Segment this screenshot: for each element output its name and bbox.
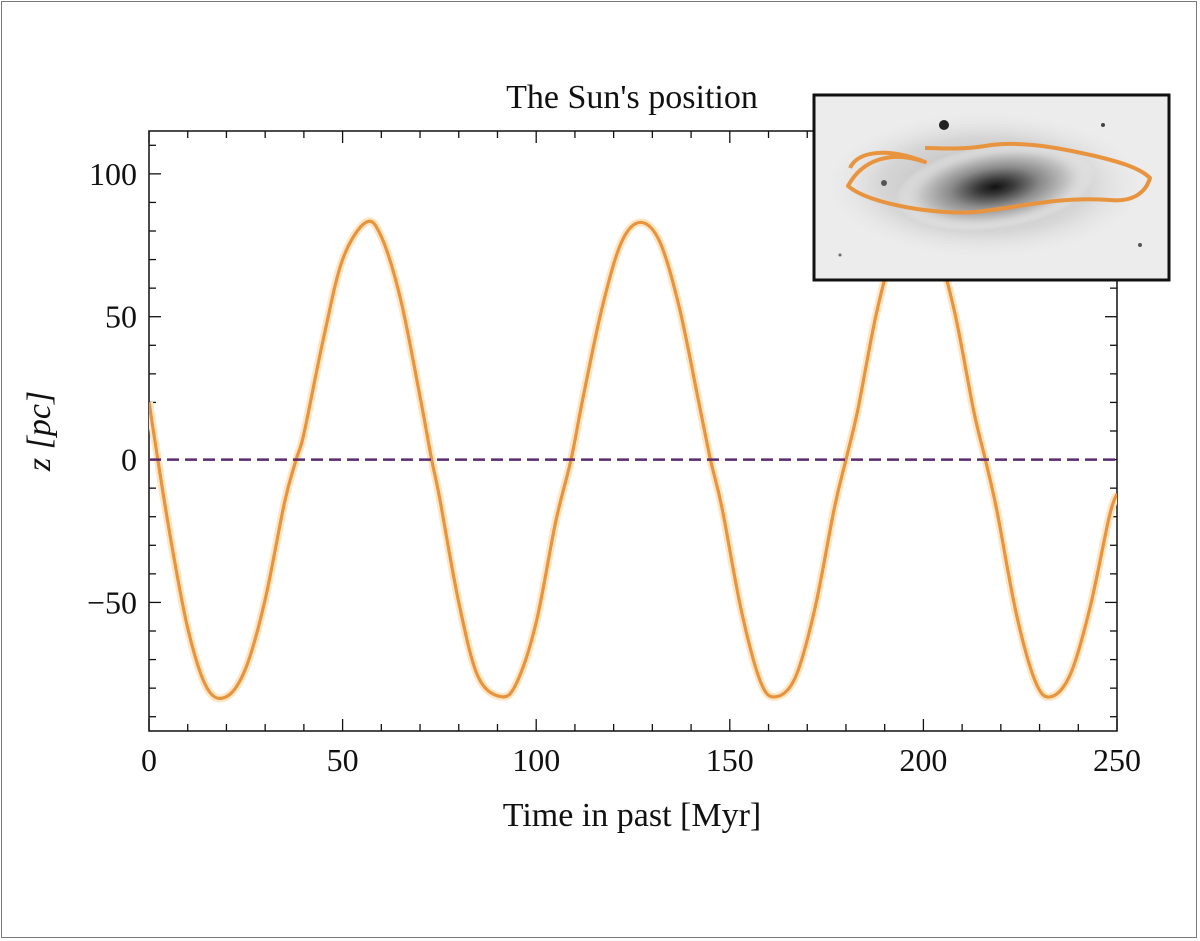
foreground-star <box>838 253 842 257</box>
y-tick-labels: −50 0 50 100 <box>87 156 137 621</box>
x-tick-label: 50 <box>327 742 359 778</box>
x-tick-labels: 0 50 100 150 200 250 <box>141 742 1141 778</box>
series-line-1 <box>149 219 1117 701</box>
x-tick-label: 100 <box>512 742 560 778</box>
x-tick-label: 150 <box>706 742 754 778</box>
y-tick-label: 0 <box>121 442 137 478</box>
inset-frame <box>812 93 1171 282</box>
x-axis-label: Time in past [Myr] <box>503 797 761 834</box>
orbit-outline <box>846 141 1152 215</box>
y-tick-label: −50 <box>87 584 137 620</box>
x-tick-label: 0 <box>141 742 157 778</box>
y-tick-label: 50 <box>105 299 137 335</box>
galaxy-inset <box>810 93 1171 282</box>
foreground-star <box>939 120 949 130</box>
galaxy-core <box>895 143 1095 231</box>
foreground-star <box>881 180 887 186</box>
x-tick-label: 200 <box>899 742 947 778</box>
y-tick-label: 100 <box>89 156 137 192</box>
chart-title: The Sun's position <box>506 79 758 116</box>
plot-area <box>148 130 1118 732</box>
y-axis-label: z [pc] <box>21 391 58 472</box>
foreground-star <box>1101 123 1105 127</box>
series-layer <box>149 217 1117 703</box>
x-tick-label: 250 <box>1093 742 1141 778</box>
foreground-star <box>1138 243 1142 247</box>
